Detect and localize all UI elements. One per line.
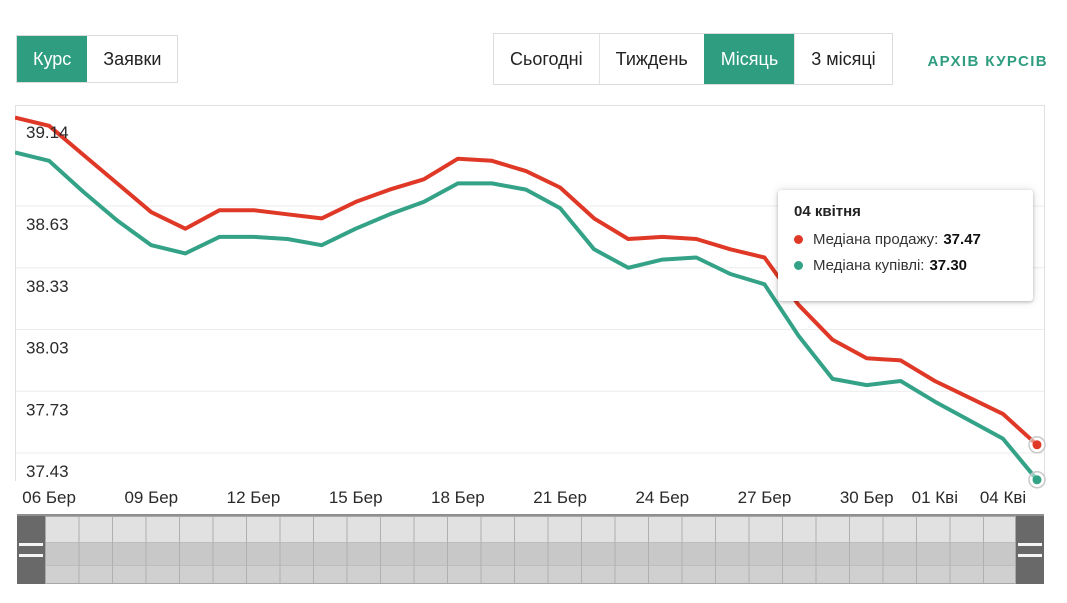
navigator-left-handle[interactable] — [17, 516, 45, 584]
sell-line — [15, 115, 1039, 447]
x-axis-label: 18 Бер — [431, 488, 485, 507]
handle-grip-icon — [19, 543, 43, 557]
rate-chart-svg: 39.14 38.63 38.33 38.03 37.73 37.43 06 Бер 09 Б… — [15, 105, 1046, 507]
x-axis-label: 15 Бер — [329, 488, 383, 507]
y-axis-label: 38.03 — [26, 339, 69, 358]
navigator-track[interactable] — [45, 516, 1016, 584]
y-axis-label: 38.33 — [26, 277, 69, 296]
tooltip-row-buy: Медіана купівлі: 37.30 — [794, 257, 1017, 274]
x-axis-label: 09 Бер — [124, 488, 178, 507]
y-axis-label: 39.14 — [26, 123, 69, 142]
x-axis-label: 27 Бер — [738, 488, 792, 507]
chart-tooltip: 04 квітня Медіана продажу: 37.47 Медіана… — [778, 190, 1033, 301]
x-axis-label: 01 Кві — [912, 488, 958, 507]
tab-month[interactable]: Місяць — [703, 34, 795, 84]
x-axis-label: 21 Бер — [533, 488, 587, 507]
range-tabs: Сьогодні Тиждень Місяць 3 місяці — [493, 33, 893, 85]
y-axis-label: 38.63 — [26, 215, 69, 234]
view-toggle-group: Курс Заявки — [16, 35, 179, 83]
x-axis-label: 24 Бер — [635, 488, 689, 507]
tab-3-months[interactable]: 3 місяці — [794, 34, 892, 84]
x-axis-label: 06 Бер — [22, 488, 76, 507]
x-axis-label: 04 Кві — [980, 488, 1026, 507]
tab-today[interactable]: Сьогодні — [494, 34, 599, 84]
rate-line-chart[interactable]: 39.14 38.63 38.33 38.03 37.73 37.43 06 Бер 09 Б… — [15, 105, 1046, 509]
tooltip-row-sell: Медіана продажу: 37.47 — [794, 231, 1017, 248]
tab-kurs[interactable]: Курс — [17, 36, 88, 82]
navigator-band-bottom — [46, 565, 1015, 583]
tooltip-sell-value: 37.47 — [943, 231, 981, 248]
navigator-band-top — [46, 517, 1015, 542]
sell-dot-icon — [794, 235, 803, 244]
y-axis-label: 37.73 — [26, 400, 69, 419]
navigator-right-handle[interactable] — [1016, 516, 1044, 584]
buy-dot-icon — [794, 261, 803, 270]
buy-line — [15, 150, 1039, 482]
navigator-band-middle — [46, 542, 1015, 565]
tooltip-buy-value: 37.30 — [929, 257, 968, 274]
tooltip-sell-label: Медіана продажу: — [813, 231, 939, 248]
y-axis-label: 37.43 — [26, 462, 69, 481]
tooltip-date-title: 04 квітня — [794, 203, 861, 220]
archive-rates-link[interactable]: АРХІВ КУРСІВ — [927, 53, 1048, 70]
tooltip-buy-label: Медіана купівлі: — [813, 257, 925, 274]
handle-grip-icon — [1018, 543, 1042, 557]
sell-point-marker — [1032, 440, 1042, 450]
buy-point-marker — [1032, 475, 1042, 485]
x-axis-label: 12 Бер — [227, 488, 281, 507]
tab-zayavky[interactable]: Заявки — [87, 36, 178, 82]
tab-week[interactable]: Тиждень — [598, 34, 704, 84]
x-axis-label: 30 Бер — [840, 488, 894, 507]
chart-navigator — [17, 514, 1044, 584]
